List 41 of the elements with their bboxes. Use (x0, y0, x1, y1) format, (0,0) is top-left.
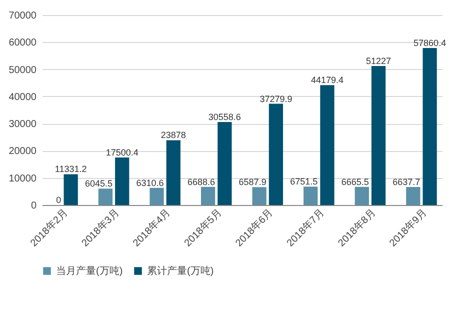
legend-label: 当月产量(万吨) (56, 265, 123, 277)
y-tick-label: 70000 (8, 10, 37, 22)
data-label: 6587.9 (238, 177, 266, 188)
bar (422, 48, 437, 205)
data-label: 11331.2 (54, 164, 87, 174)
bar (354, 186, 369, 205)
data-label: 6688.6 (188, 176, 216, 187)
y-tick-label: 0 (30, 200, 37, 212)
bar (320, 85, 334, 205)
data-label: 6751.5 (290, 176, 318, 187)
data-label: 37279.9 (260, 94, 292, 104)
bar (252, 187, 266, 205)
y-tick-label: 40000 (8, 92, 37, 103)
data-label: 17500.4 (106, 148, 138, 158)
data-label: 57860.4 (414, 38, 446, 48)
data-label: 30558.6 (208, 112, 241, 122)
data-label: 0 (56, 195, 62, 205)
bar (166, 140, 180, 205)
bar (304, 186, 318, 205)
data-label: 6665.5 (341, 176, 369, 187)
bar (64, 174, 78, 205)
bar (218, 122, 232, 205)
data-label: 6310.6 (136, 178, 164, 188)
data-label: 23878 (160, 130, 186, 140)
legend-label: 累计产量(万吨) (147, 265, 214, 277)
bar (200, 186, 216, 205)
data-label: 44179.4 (310, 75, 344, 86)
bar (406, 186, 420, 205)
bar (98, 188, 113, 205)
bar (150, 188, 164, 205)
y-tick-label: 20000 (8, 146, 37, 158)
y-tick-label: 50000 (8, 64, 37, 76)
data-label: 6045.5 (84, 178, 112, 189)
bar (268, 104, 284, 205)
y-tick-label: 60000 (8, 38, 37, 49)
y-tick-label: 30000 (8, 119, 37, 130)
data-label: 6637.7 (392, 176, 420, 187)
bar (371, 66, 386, 205)
y-tick-label: 10000 (8, 173, 37, 184)
data-label: 51227 (366, 56, 392, 66)
bar (115, 158, 130, 205)
